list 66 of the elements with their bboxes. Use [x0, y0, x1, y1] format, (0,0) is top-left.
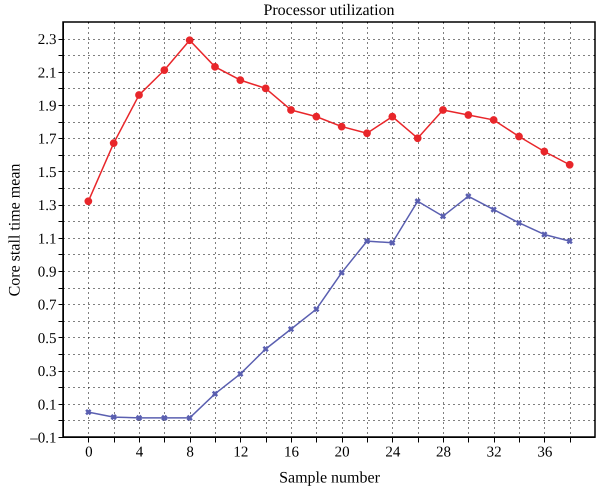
y-tick-label: 0.7 [38, 298, 57, 314]
chart-title: Processor utilization [263, 2, 395, 19]
y-tick-label: 0.5 [38, 330, 56, 347]
point [440, 213, 446, 220]
x-tick-label: 36 [537, 444, 553, 460]
point [363, 129, 371, 138]
point [212, 390, 218, 397]
point [236, 76, 244, 84]
point [186, 414, 193, 422]
point [186, 36, 194, 44]
point [312, 112, 320, 120]
point [439, 106, 447, 114]
x-tick-label: 8 [186, 444, 194, 460]
point [85, 408, 92, 416]
y-tick-label: 1.9 [38, 98, 56, 114]
x-tick-label: 32 [486, 444, 502, 460]
x-tick-label: 12 [233, 444, 248, 460]
point [136, 414, 142, 422]
x-axis-title: Sample number [279, 470, 381, 486]
point [566, 160, 574, 169]
y-tick-label: –0.1 [29, 430, 56, 446]
point [364, 238, 370, 244]
point [515, 132, 523, 140]
x-tick-label: 20 [334, 444, 350, 460]
point [84, 197, 92, 206]
x-tick-label: 4 [136, 444, 144, 460]
point [161, 414, 168, 422]
point [465, 193, 472, 200]
point [313, 306, 320, 312]
point [338, 270, 345, 276]
y-tick-label: 0.3 [38, 364, 56, 380]
point [464, 111, 472, 119]
point [516, 220, 522, 226]
point [237, 370, 244, 378]
y-tick-label: 1.5 [38, 164, 56, 181]
point [490, 116, 498, 124]
point [414, 198, 421, 204]
point [338, 122, 346, 130]
x-tick-label: 16 [284, 444, 300, 460]
point [262, 84, 270, 92]
y-tick-label: 0.9 [38, 264, 56, 280]
point [287, 106, 295, 114]
point [110, 139, 118, 148]
point [490, 206, 497, 213]
y-tick-label: 2.3 [38, 32, 56, 48]
point [135, 91, 143, 99]
y-axis-title: Core stall time mean [6, 164, 24, 296]
point [211, 62, 219, 71]
point [540, 148, 548, 156]
point [160, 66, 168, 74]
point [541, 231, 548, 238]
y-tick-label: 1.1 [38, 231, 56, 248]
y-tick-label: 0.1 [38, 397, 56, 414]
x-tick-label: 0 [85, 444, 93, 460]
point [566, 238, 573, 244]
point [388, 112, 396, 120]
point [262, 346, 269, 352]
y-tick-label: 2.1 [38, 65, 56, 82]
point [288, 326, 294, 332]
y-tick-label: 1.3 [38, 198, 56, 214]
point [110, 414, 117, 420]
y-tick-label: 1.7 [38, 132, 57, 148]
point [389, 240, 396, 246]
x-tick-label: 24 [385, 444, 401, 460]
point [414, 134, 422, 142]
x-tick-label: 28 [436, 444, 451, 460]
